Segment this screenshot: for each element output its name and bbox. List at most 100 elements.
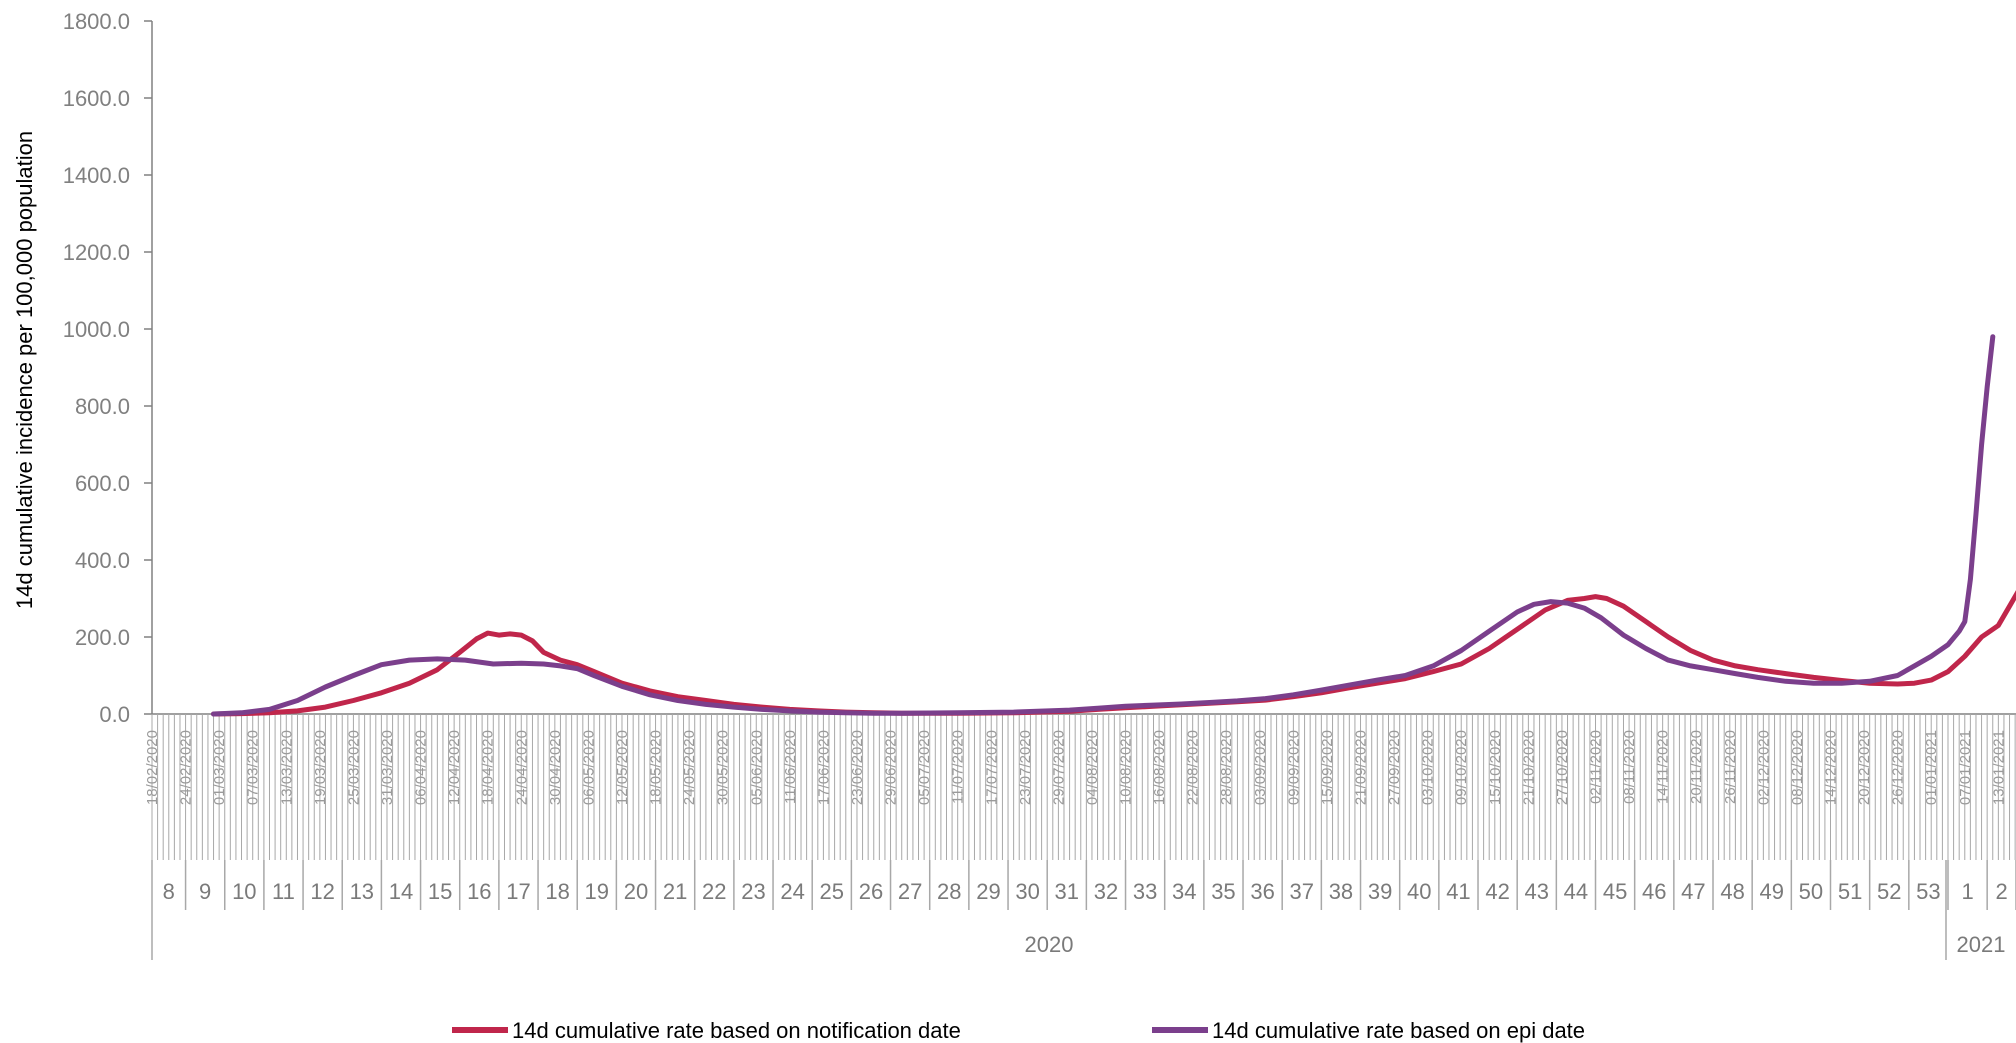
x-date-label: 13/03/2020 bbox=[278, 730, 295, 805]
y-tick-label: 0.0 bbox=[99, 702, 130, 727]
x-week-label: 40 bbox=[1407, 879, 1431, 904]
x-week-label: 1 bbox=[1961, 879, 1973, 904]
x-date-label: 14/11/2020 bbox=[1655, 730, 1672, 804]
x-week-label: 51 bbox=[1838, 879, 1862, 904]
series-lines bbox=[211, 334, 2016, 717]
x-date-label: 03/09/2020 bbox=[1252, 730, 1269, 805]
x-date-label: 10/08/2020 bbox=[1118, 730, 1135, 805]
x-date-label: 28/08/2020 bbox=[1218, 730, 1235, 805]
x-date-label: 26/12/2020 bbox=[1890, 730, 1907, 805]
x-week-label: 11 bbox=[272, 879, 295, 904]
x-date-label: 12/05/2020 bbox=[614, 730, 631, 805]
legend-item-notification: 14d cumulative rate based on notificatio… bbox=[452, 1018, 961, 1043]
y-tick-label: 1800.0 bbox=[63, 9, 130, 34]
y-tick-label: 1400.0 bbox=[63, 163, 130, 188]
x-date-label: 12/04/2020 bbox=[446, 730, 463, 805]
x-date-label: 11/07/2020 bbox=[950, 730, 967, 804]
x-date-label: 01/01/2021 bbox=[1923, 730, 1940, 805]
y-tick-label: 200.0 bbox=[75, 625, 130, 650]
x-date-label: 25/03/2020 bbox=[345, 730, 362, 805]
legend: 14d cumulative rate based on notificatio… bbox=[452, 1018, 1585, 1043]
x-week-label: 45 bbox=[1603, 879, 1627, 904]
x-date-label: 30/05/2020 bbox=[715, 730, 732, 805]
x-week-label: 32 bbox=[1094, 879, 1118, 904]
y-tick-label: 1600.0 bbox=[63, 86, 130, 111]
x-week-label: 16 bbox=[467, 879, 491, 904]
x-week-label: 52 bbox=[1877, 879, 1901, 904]
x-date-label: 03/10/2020 bbox=[1420, 730, 1437, 805]
x-week-label: 21 bbox=[663, 879, 687, 904]
x-week-label: 36 bbox=[1250, 879, 1274, 904]
x-date-label: 27/09/2020 bbox=[1386, 730, 1403, 805]
x-date-label: 26/11/2020 bbox=[1722, 730, 1739, 804]
x-week-label: 39 bbox=[1368, 879, 1392, 904]
y-tick-label: 800.0 bbox=[75, 394, 130, 419]
x-axis: 18/02/2020 24/02/2020 01/03/2020 07/03/2020… bbox=[144, 713, 2016, 960]
x-date-label: 20/12/2020 bbox=[1856, 730, 1873, 805]
x-date-label: 09/09/2020 bbox=[1285, 730, 1302, 805]
x-date-label: 08/11/2020 bbox=[1621, 730, 1638, 804]
x-date-label: 23/06/2020 bbox=[849, 730, 866, 805]
x-date-label: 05/07/2020 bbox=[916, 730, 933, 805]
x-week-label: 10 bbox=[232, 879, 256, 904]
x-date-label: 17/07/2020 bbox=[983, 730, 1000, 805]
x-date-label: 18/05/2020 bbox=[648, 730, 665, 805]
y-axis: 0.0 200.0 400.0 600.0 800.0 1000.0 1200.0 1400.… bbox=[63, 9, 153, 727]
x-year-label: 2021 bbox=[1957, 932, 2006, 957]
x-week-label: 20 bbox=[624, 879, 648, 904]
y-tick-label: 1000.0 bbox=[63, 317, 130, 342]
x-date-label: 24/02/2020 bbox=[178, 730, 195, 805]
y-tick-label: 600.0 bbox=[75, 471, 130, 496]
x-date-label: 21/10/2020 bbox=[1520, 730, 1537, 805]
x-week-label: 37 bbox=[1290, 879, 1314, 904]
x-week-label: 9 bbox=[199, 879, 211, 904]
x-date-label: 15/10/2020 bbox=[1487, 730, 1504, 805]
x-week-label: 17 bbox=[506, 879, 530, 904]
x-week-label: 22 bbox=[702, 879, 726, 904]
x-date-label: 07/03/2020 bbox=[245, 730, 262, 805]
legend-label-notification: 14d cumulative rate based on notificatio… bbox=[512, 1018, 961, 1043]
legend-item-epi: 14d cumulative rate based on epi date bbox=[1152, 1018, 1585, 1043]
x-week-label: 31 bbox=[1055, 879, 1079, 904]
x-week-label: 38 bbox=[1329, 879, 1353, 904]
x-week-label: 33 bbox=[1133, 879, 1157, 904]
x-date-label: 15/09/2020 bbox=[1319, 730, 1336, 805]
x-date-label: 24/04/2020 bbox=[513, 730, 530, 805]
y-tick-label: 1200.0 bbox=[63, 240, 130, 265]
x-week-label: 30 bbox=[1015, 879, 1039, 904]
x-date-label: 30/04/2020 bbox=[547, 730, 564, 805]
x-week-label: 41 bbox=[1446, 879, 1470, 904]
x-week-label: 13 bbox=[350, 879, 374, 904]
x-week-label: 28 bbox=[937, 879, 961, 904]
x-date-label: 16/08/2020 bbox=[1151, 730, 1168, 805]
x-week-label: 2 bbox=[1995, 879, 2007, 904]
x-week-label: 8 bbox=[163, 879, 175, 904]
x-week-label: 44 bbox=[1564, 879, 1588, 904]
x-date-label: 14/12/2020 bbox=[1823, 730, 1840, 805]
x-date-label: 27/10/2020 bbox=[1554, 730, 1571, 805]
x-date-label: 23/07/2020 bbox=[1017, 730, 1034, 805]
x-week-label: 25 bbox=[820, 879, 844, 904]
x-date-label: 24/05/2020 bbox=[681, 730, 698, 805]
x-week-label: 26 bbox=[859, 879, 883, 904]
legend-label-epi: 14d cumulative rate based on epi date bbox=[1212, 1018, 1585, 1043]
x-week-label: 34 bbox=[1172, 879, 1196, 904]
x-week-label: 47 bbox=[1681, 879, 1705, 904]
x-date-label: 02/12/2020 bbox=[1755, 730, 1772, 805]
x-week-label: 49 bbox=[1760, 879, 1784, 904]
x-week-label: 35 bbox=[1211, 879, 1235, 904]
x-week-label: 48 bbox=[1720, 879, 1744, 904]
x-week-label: 27 bbox=[898, 879, 922, 904]
x-date-label: 07/01/2021 bbox=[1957, 730, 1974, 805]
x-week-label: 19 bbox=[585, 879, 609, 904]
x-year-label: 2020 bbox=[1025, 932, 1074, 957]
x-date-label: 18/02/2020 bbox=[144, 730, 161, 805]
x-date-label: 21/09/2020 bbox=[1353, 730, 1370, 805]
x-date-label: 11/06/2020 bbox=[782, 730, 799, 804]
x-date-label: 09/10/2020 bbox=[1453, 730, 1470, 805]
x-date-label: 13/01/2021 bbox=[1990, 730, 2007, 805]
x-date-label: 18/04/2020 bbox=[480, 730, 497, 805]
x-week-label: 29 bbox=[976, 879, 1000, 904]
x-week-label: 24 bbox=[780, 879, 804, 904]
